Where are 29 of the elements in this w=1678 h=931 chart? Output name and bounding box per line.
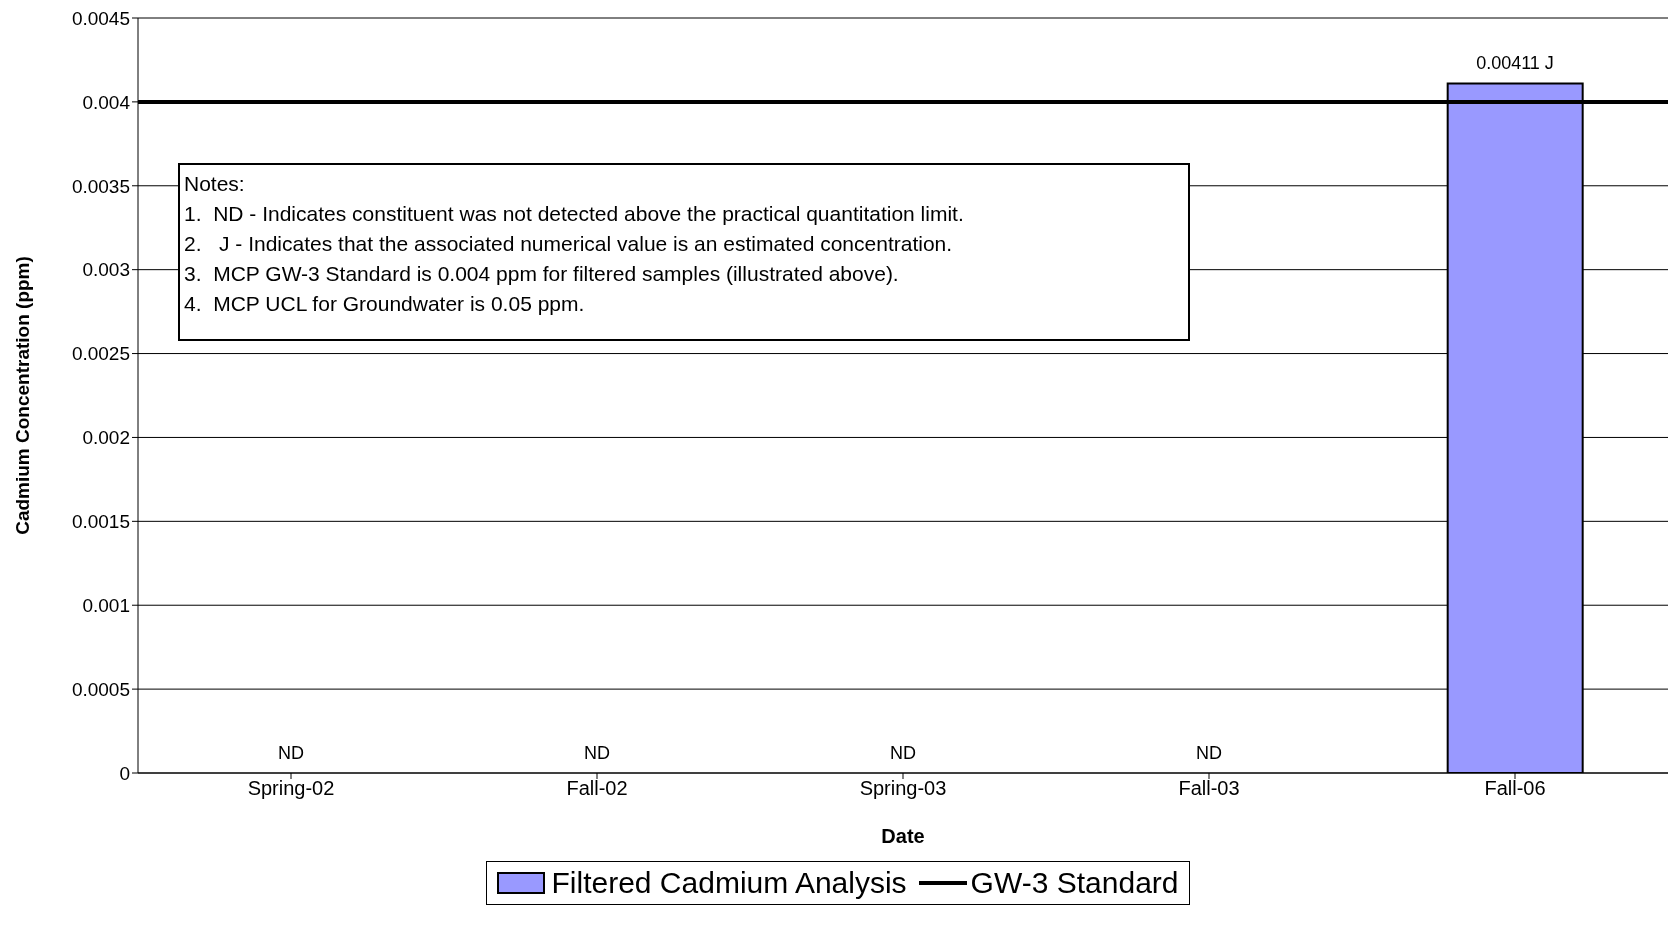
- y-axis-title: Cadmium Concentration (ppm): [11, 256, 33, 535]
- y-tick-label: 0.004: [82, 91, 131, 113]
- x-tick-label: Fall-03: [1178, 777, 1240, 800]
- legend-label: GW-3 Standard: [969, 866, 1179, 900]
- annotation: 4. MCP UCL for Groundwater is 0.05 ppm.: [184, 291, 586, 317]
- text: ND: [890, 743, 916, 763]
- annotation: Notes:: [184, 171, 246, 197]
- y-tick-label: 0.002: [82, 427, 130, 449]
- x-axis-title: Date: [881, 825, 925, 847]
- data-label: 0.00411 J: [1476, 53, 1554, 74]
- annotation: 2. J - Indicates that the associated numerical value is an estimated concentration.: [184, 231, 954, 257]
- x-tick-label: Fall-02: [566, 777, 628, 800]
- y-tick-label: 0.0015: [71, 511, 130, 533]
- y-tick-label: 0.0035: [71, 175, 130, 197]
- y-tick-label: 0.0005: [71, 678, 130, 700]
- y-tick-label: 0: [119, 762, 130, 784]
- text: ND: [278, 743, 304, 763]
- annotation: 3. MCP GW-3 Standard is 0.004 ppm for filtered samples (illustrated above).: [184, 261, 900, 287]
- x-tick-label: Fall-06: [1484, 777, 1546, 800]
- x-tick-label: Spring-02: [247, 777, 335, 800]
- legend-label: Filtered Cadmium Analysis: [550, 866, 907, 900]
- y-tick-label: 0.0025: [71, 343, 130, 365]
- text: ND: [1196, 743, 1222, 763]
- annotation: 1. ND - Indicates constituent was not detected above the practical quantitation limit.: [184, 201, 965, 227]
- text: ND: [584, 743, 610, 763]
- y-tick-label: 0.003: [82, 259, 130, 281]
- y-tick-label: 0.0045: [71, 7, 130, 29]
- y-tick-label: 0.001: [82, 594, 130, 616]
- x-tick-label: Spring-03: [859, 777, 947, 800]
